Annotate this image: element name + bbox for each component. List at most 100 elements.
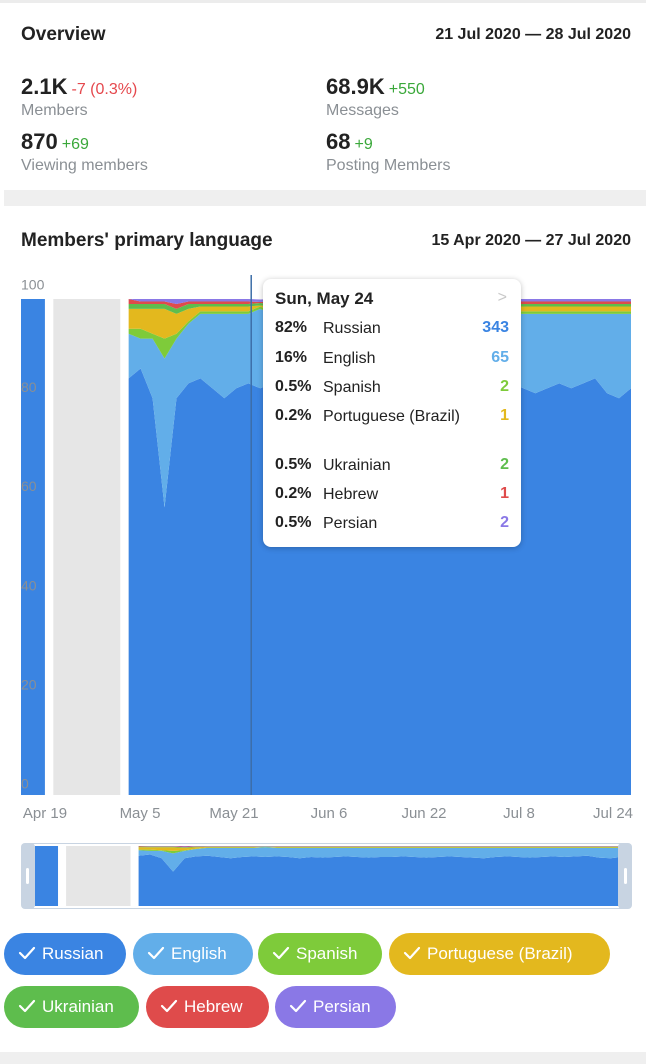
tooltip-row-percent: 16% [275, 349, 308, 366]
legend-pill-label: Hebrew [184, 997, 243, 1016]
tooltip-row-percent: 0.2% [275, 407, 312, 424]
messages-label: Messages [326, 102, 399, 119]
x-tick-label: May 21 [209, 805, 258, 822]
overview-header: Overview 21 Jul 2020 — 28 Jul 2020 [21, 24, 631, 46]
posting-members-label: Posting Members [326, 157, 451, 174]
posting-members-stat: 68 +9 Posting Members [326, 129, 451, 175]
section-separator [4, 190, 646, 206]
legend-pill-label: Spanish [296, 944, 358, 963]
legend-pill-label: Portuguese (Brazil) [427, 944, 573, 963]
members-value: 2.1K [21, 74, 68, 99]
series-area-portuguese-brazil [138, 846, 622, 851]
tooltip-row-language: Spanish [323, 379, 381, 396]
overview-date-range: 21 Jul 2020 — 28 Jul 2020 [435, 26, 631, 43]
tooltip-row-language: Russian [323, 320, 381, 337]
legend-pill-label: Persian [313, 997, 371, 1016]
overview-title: Overview [21, 24, 106, 45]
y-tick-label: 0 [21, 776, 29, 792]
viewing-members-stat: 870 +69 Viewing members [21, 129, 148, 175]
bottom-divider [0, 1052, 646, 1064]
tooltip-row-percent: 0.5% [275, 378, 312, 395]
members-label: Members [21, 102, 88, 119]
tooltip-row-count: 2 [500, 514, 509, 531]
x-tick-label: Jul 24 [593, 805, 633, 822]
tooltip-row-count: 65 [491, 349, 509, 366]
tooltip-row-count: 1 [500, 407, 509, 424]
series-area-russian [21, 299, 45, 795]
series-area-spanish [138, 846, 622, 854]
legend-pill-spanish[interactable]: Spanish [258, 933, 382, 975]
x-tick-label: May 5 [120, 805, 161, 822]
y-tick-label: 20 [21, 677, 37, 693]
tooltip-row-percent: 0.5% [275, 456, 312, 473]
checkmark-icon [18, 946, 36, 960]
series-area-english [138, 847, 622, 872]
legend-pill-label: Russian [42, 944, 104, 963]
series-area-portuguese-brazil [128, 305, 631, 339]
language-title: Members' primary language [21, 230, 273, 251]
tooltip-row-language: Portuguese (Brazil) [323, 408, 460, 425]
tooltip-row-count: 2 [500, 378, 509, 395]
y-tick-label: 100 [21, 277, 45, 293]
series-area-hebrew [138, 846, 622, 848]
navigator-right-grip-icon [624, 868, 627, 884]
legend-pill-label: Ukrainian [42, 997, 114, 1016]
series-area-persian [138, 846, 622, 847]
series-area-russian [138, 854, 622, 906]
series-area-spanish [128, 306, 631, 359]
tooltip-row-language: Hebrew [323, 486, 379, 503]
x-tick-label: Jul 8 [503, 805, 535, 822]
legend-pill-label: English [171, 944, 227, 963]
posting-members-delta: +9 [354, 136, 373, 153]
checkmark-icon [272, 946, 290, 960]
legend-pill-ukrainian[interactable]: Ukrainian [4, 986, 139, 1028]
x-tick-label: Apr 19 [23, 805, 67, 822]
chart-range-navigator[interactable] [21, 843, 632, 909]
no-data-region [53, 299, 121, 795]
tooltip-date: Sun, May 24 [275, 289, 374, 308]
legend-pill-english[interactable]: English [133, 933, 253, 975]
tooltip-row-count: 343 [482, 319, 509, 336]
tooltip-row-percent: 0.2% [275, 485, 312, 502]
y-tick-label: 60 [21, 478, 37, 494]
tooltip-row-count: 2 [500, 456, 509, 473]
tooltip-row-percent: 0.5% [275, 514, 312, 531]
tooltip-row-language: Ukrainian [323, 457, 391, 474]
tooltip-row-language: Persian [323, 515, 378, 532]
checkmark-icon [289, 999, 307, 1013]
y-tick-label: 80 [21, 379, 37, 395]
checkmark-icon [403, 946, 421, 960]
tooltip-chevron-right-icon[interactable]: > [497, 289, 507, 306]
x-tick-label: Jun 22 [401, 805, 446, 822]
checkmark-icon [18, 999, 36, 1013]
series-area-russian [35, 846, 59, 906]
legend-pill-russian[interactable]: Russian [4, 933, 126, 975]
viewing-members-delta: +69 [61, 136, 89, 153]
members-stat: 2.1K -7 (0.3%) Members [21, 74, 137, 120]
navigator-left-grip-icon [26, 868, 29, 884]
y-tick-label: 40 [21, 577, 37, 593]
language-date-range: 15 Apr 2020 — 27 Jul 2020 [431, 232, 631, 249]
tooltip-row-count: 1 [500, 485, 509, 502]
no-data-region [66, 846, 131, 906]
messages-delta: +550 [388, 81, 425, 98]
tooltip-row-percent: 82% [275, 319, 308, 336]
posting-members-value: 68 [326, 129, 351, 154]
legend-pill-persian[interactable]: Persian [275, 986, 396, 1028]
chart-tooltip: Sun, May 24 > 82% Russian 343 16% English 65 0… [263, 279, 521, 547]
messages-value: 68.9K [326, 74, 385, 99]
tooltip-row-language: English [323, 350, 376, 367]
language-header: Members' primary language 15 Apr 2020 — … [21, 230, 631, 252]
top-divider [0, 0, 646, 3]
members-delta: -7 (0.3%) [71, 81, 138, 98]
legend-pill-hebrew[interactable]: Hebrew [146, 986, 269, 1028]
viewing-members-label: Viewing members [21, 157, 148, 174]
viewing-members-value: 870 [21, 129, 58, 154]
legend-pill-portuguese-brazil[interactable]: Portuguese (Brazil) [389, 933, 610, 975]
checkmark-icon [147, 946, 165, 960]
messages-stat: 68.9K +550 Messages [326, 74, 425, 120]
navigator-frame [21, 843, 632, 909]
series-area-ukrainian [138, 846, 622, 848]
checkmark-icon [160, 999, 178, 1013]
x-tick-label: Jun 6 [311, 805, 348, 822]
